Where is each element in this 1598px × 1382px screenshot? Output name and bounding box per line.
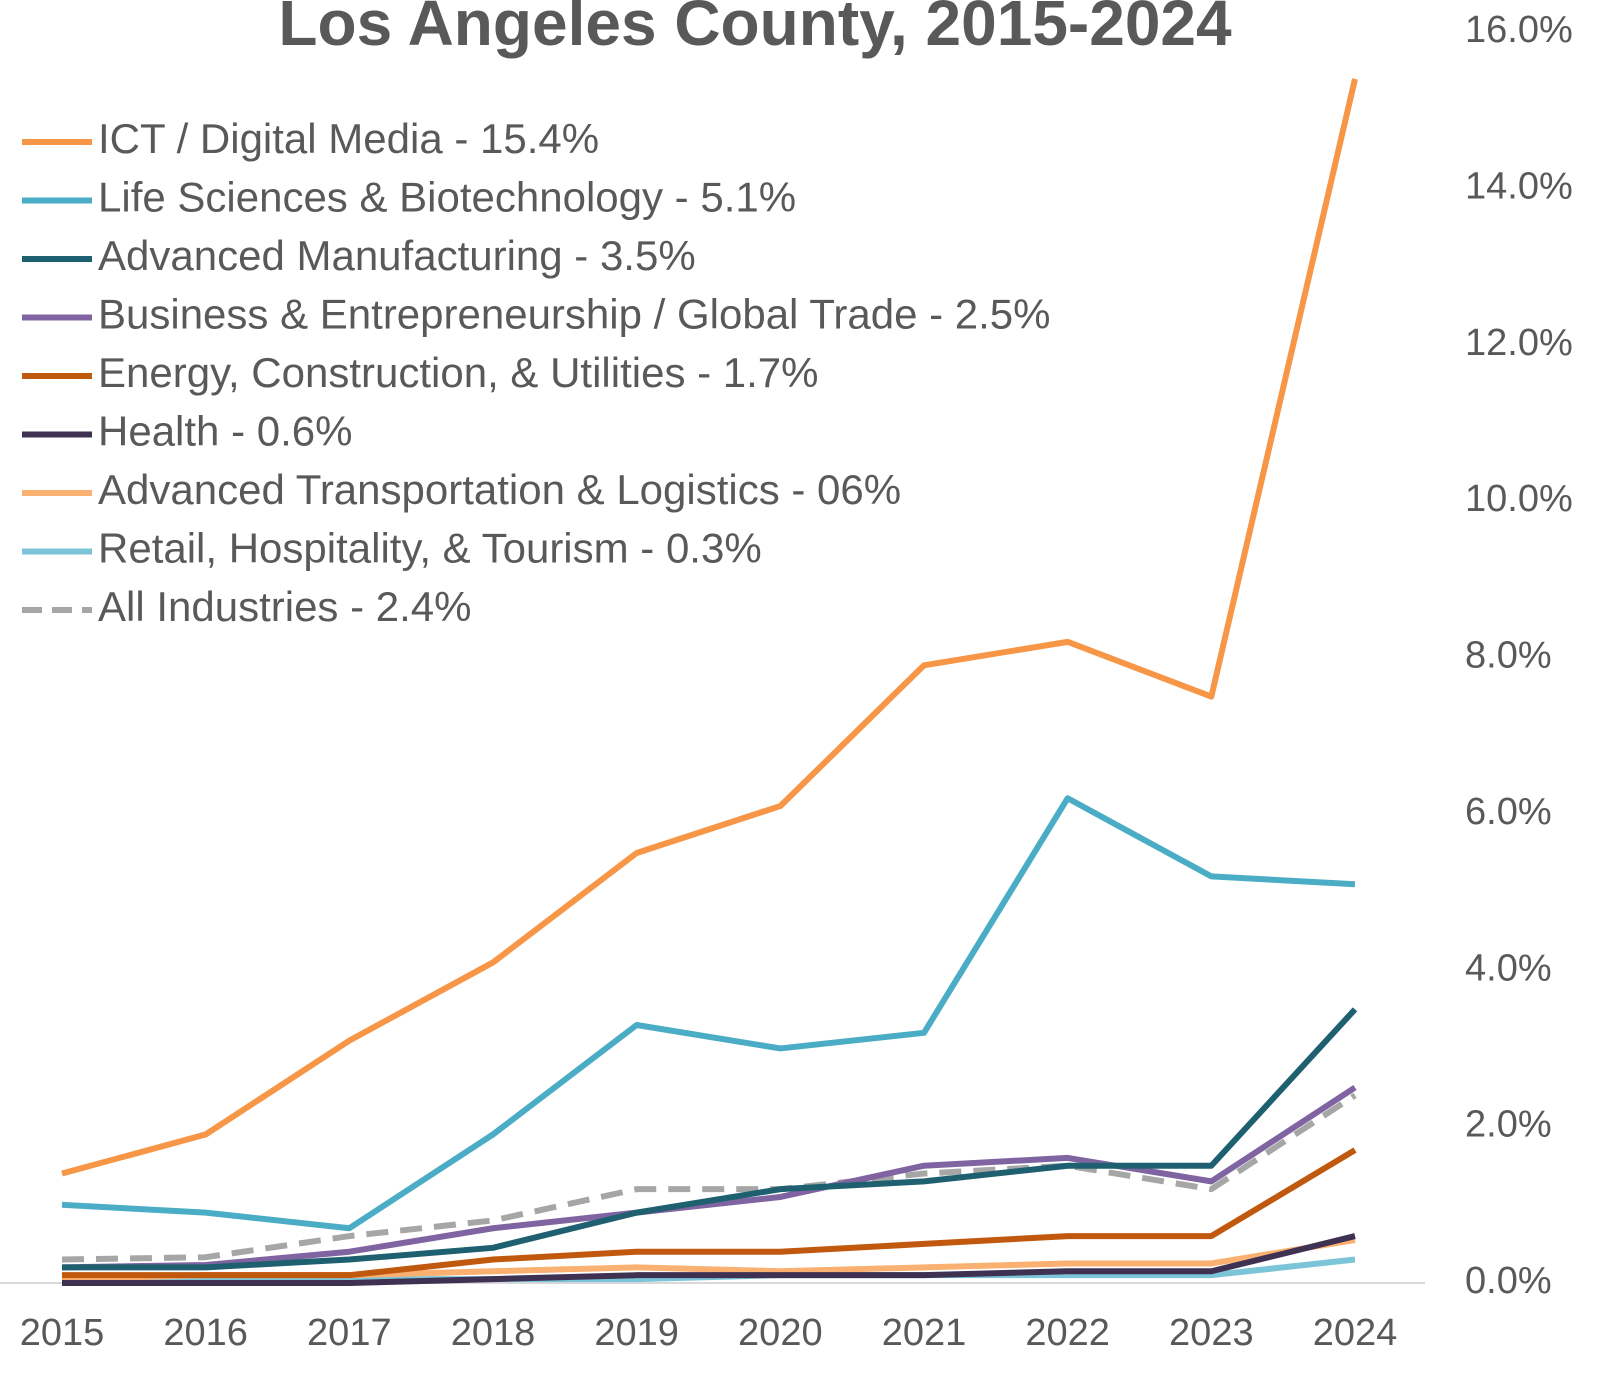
legend-label: ICT / Digital Media - 15.4% <box>98 115 599 162</box>
x-tick-label: 2020 <box>738 1312 823 1354</box>
legend-label: Advanced Transportation & Logistics - 06… <box>98 466 901 513</box>
series-line <box>61 1085 1357 1271</box>
chart-title: Los Angeles County, 2015-2024 <box>278 0 1232 59</box>
legend-label: Energy, Construction, & Utilities - 1.7% <box>98 349 819 396</box>
x-tick-label: 2018 <box>451 1312 536 1354</box>
y-tick-label: 8.0% <box>1465 635 1552 677</box>
legend-label: Retail, Hospitality, & Tourism - 0.3% <box>98 525 762 572</box>
y-tick-label: 10.0% <box>1465 478 1573 520</box>
y-tick-label: 14.0% <box>1465 165 1573 207</box>
series-line <box>62 1147 1357 1279</box>
y-tick-label: 4.0% <box>1465 947 1552 989</box>
x-tick-label: 2017 <box>307 1312 392 1354</box>
x-tick-label: 2023 <box>1169 1312 1254 1354</box>
x-tick-label: 2016 <box>163 1312 248 1354</box>
legend-label: Business & Entrepreneurship / Global Tra… <box>98 291 1051 338</box>
legend-label: Advanced Manufacturing - 3.5% <box>98 232 696 279</box>
y-tick-label: 12.0% <box>1465 322 1573 364</box>
series-line <box>61 1092 1357 1263</box>
series-line <box>62 1007 1358 1271</box>
y-tick-label: 16.0% <box>1465 9 1573 51</box>
legend-label: Life Sciences & Biotechnology - 5.1% <box>98 174 796 221</box>
series-line <box>62 1233 1356 1286</box>
y-tick-label: 0.0% <box>1465 1260 1552 1302</box>
y-tick-label: 6.0% <box>1465 791 1552 833</box>
x-tick-label: 2021 <box>882 1312 967 1354</box>
y-tick-label: 2.0% <box>1465 1104 1552 1146</box>
x-tick-label: 2019 <box>594 1312 679 1354</box>
x-tick-label: 2015 <box>20 1312 105 1354</box>
x-tick-label: 2024 <box>1313 1312 1398 1354</box>
series-line <box>61 78 1358 1177</box>
legend-label: Health - 0.6% <box>98 408 352 455</box>
x-tick-label: 2022 <box>1025 1312 1110 1354</box>
series-line <box>61 795 1356 1232</box>
legend-label: All Industries - 2.4% <box>98 583 472 630</box>
